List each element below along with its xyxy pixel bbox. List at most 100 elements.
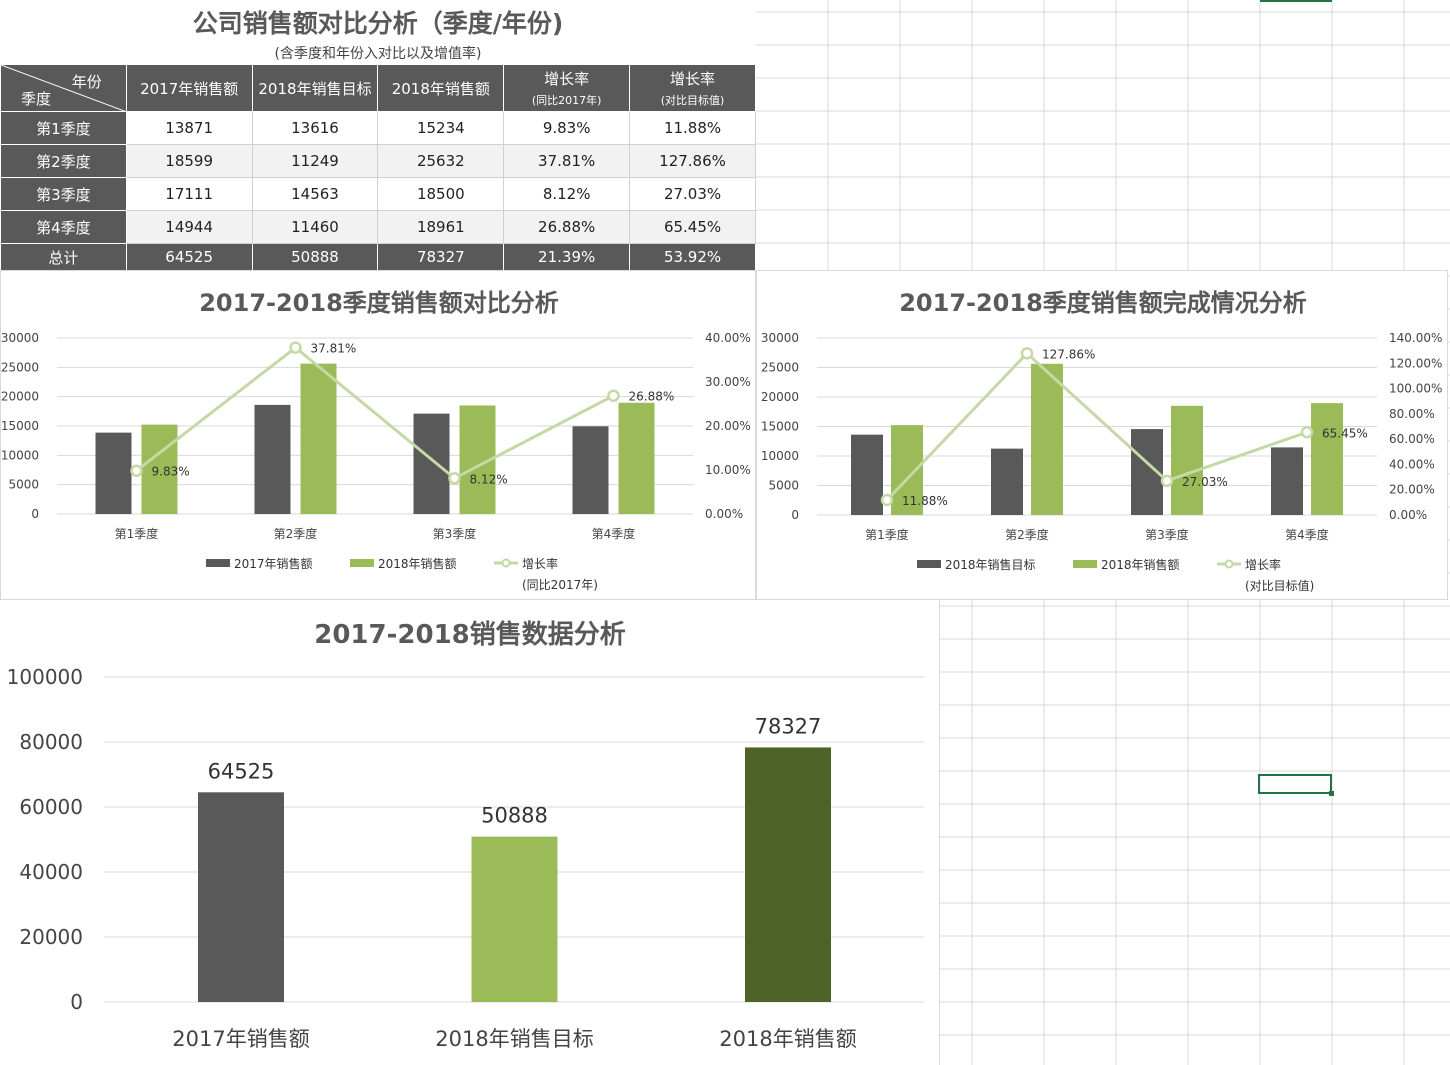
sales-summary-chart[interactable]: 2017-2018销售数据分析 100000 80000 60000 40000 2000…	[0, 600, 940, 1065]
header-cell[interactable]: 增长率 (同比2017年)	[503, 64, 631, 112]
table-cell[interactable]: 13871	[125, 111, 253, 145]
quarterly-comparison-chart[interactable]: 2017-2018季度销售额对比分析 30000 25000 20000 15000 10…	[0, 270, 756, 600]
table-cell[interactable]: 78327	[377, 243, 505, 271]
table-cell[interactable]: 127.86%	[629, 144, 756, 178]
bar	[95, 432, 132, 514]
legend-swatch	[917, 560, 941, 568]
y2-axis-tick-label: 60.00%	[1389, 432, 1435, 446]
fill-handle[interactable]	[1329, 791, 1334, 796]
chart-canvas: 2017-2018季度销售额对比分析 30000 25000 20000 15000 10…	[1, 289, 751, 592]
y-axis-tick-label: 0	[31, 507, 39, 521]
table-cell[interactable]: 15234	[377, 111, 505, 145]
legend-line-marker	[1224, 559, 1234, 569]
growth-rate-label: 11.88%	[902, 494, 948, 508]
header-cell[interactable]: 2017年销售额	[125, 64, 253, 112]
table-cell[interactable]: 26.88%	[503, 210, 631, 244]
growth-rate-label: 27.03%	[1182, 475, 1228, 489]
y-axis-tick-label: 100000	[7, 665, 83, 689]
header-label: 增长率	[670, 70, 716, 88]
row-label-cell[interactable]: 第2季度	[0, 144, 127, 178]
table-cell[interactable]: 25632	[377, 144, 505, 178]
corner-header-cell[interactable]: 年份 季度	[0, 64, 127, 112]
header-cell[interactable]: 增长率 (对比目标值)	[629, 64, 756, 112]
row-label-cell[interactable]: 第4季度	[0, 210, 127, 244]
header-cell[interactable]: 2018年销售目标	[251, 64, 379, 112]
x-axis-tick-label: 第2季度	[1005, 527, 1049, 542]
table-cell[interactable]: 8.12%	[503, 177, 631, 211]
growth-rate-label: 8.12%	[470, 472, 508, 486]
legend-label: 2018年销售额	[378, 556, 457, 571]
diagonal-divider	[1, 65, 127, 112]
table-cell[interactable]: 18599	[125, 144, 253, 178]
header-cell[interactable]: 2018年销售额	[377, 64, 505, 112]
chart-title: 2017-2018季度销售额完成情况分析	[899, 289, 1307, 317]
table-row: 第2季度 18599 11249 25632 37.81% 127.86%	[0, 144, 756, 178]
y-axis-tick-label: 20000	[1, 390, 39, 404]
legend-swatch	[350, 559, 374, 567]
quarterly-completion-chart[interactable]: 2017-2018季度销售额完成情况分析 30000 25000 20000 15000…	[756, 270, 1448, 600]
bar	[1271, 447, 1303, 515]
total-label-cell[interactable]: 总计	[0, 243, 127, 271]
data-label: 50888	[481, 804, 548, 828]
bar	[891, 425, 923, 515]
y-axis-tick-label: 5000	[8, 478, 39, 492]
legend-swatch	[206, 559, 230, 567]
y-axis-tick-label: 0	[791, 508, 799, 522]
table-cell[interactable]: 18500	[377, 177, 505, 211]
table-cell[interactable]: 50888	[251, 243, 379, 271]
x-axis-tick-label: 2017年销售额	[172, 1027, 309, 1051]
table-row: 第4季度 14944 11460 18961 26.88% 65.45%	[0, 210, 756, 244]
growth-rate-label: 9.83%	[152, 465, 190, 479]
bar	[300, 363, 337, 514]
bar	[618, 402, 655, 514]
table-cell[interactable]: 37.81%	[503, 144, 631, 178]
table-cell[interactable]: 14944	[125, 210, 253, 244]
table-cell[interactable]: 65.45%	[629, 210, 756, 244]
legend-label: 2018年销售目标	[945, 557, 1036, 572]
table-cell[interactable]: 9.83%	[503, 111, 631, 145]
growth-rate-point	[607, 389, 620, 402]
chart-canvas: 2017-2018销售数据分析 100000 80000 60000 40000 2000…	[7, 619, 924, 1051]
x-axis-tick-label: 第4季度	[1285, 527, 1329, 542]
legend-note: (对比目标值)	[1245, 578, 1314, 593]
bar	[1031, 363, 1063, 515]
y-axis-tick-label: 10000	[1, 448, 39, 462]
legend-label: 增长率	[522, 556, 558, 571]
table-cell[interactable]: 17111	[125, 177, 253, 211]
table-cell[interactable]: 13616	[251, 111, 379, 145]
table-cell[interactable]: 11249	[251, 144, 379, 178]
table-cell[interactable]: 18961	[377, 210, 505, 244]
active-column-indicator	[1260, 0, 1332, 2]
table-cell[interactable]: 11.88%	[629, 111, 756, 145]
table-cell[interactable]: 11460	[251, 210, 379, 244]
header-label: 2017年销售额	[140, 79, 239, 98]
report-title: 公司销售额对比分析（季度/年份)	[192, 9, 564, 38]
row-label-cell[interactable]: 第1季度	[0, 111, 127, 145]
table-cell[interactable]: 21.39%	[503, 243, 631, 271]
y2-axis-tick-label: 40.00%	[1389, 457, 1435, 471]
data-label: 64525	[208, 759, 275, 783]
growth-rate-label: 26.88%	[629, 390, 675, 404]
selected-cell[interactable]	[1258, 774, 1332, 794]
table-cell[interactable]: 27.03%	[629, 177, 756, 211]
y-axis-tick-label: 15000	[761, 420, 799, 434]
y-axis-tick-label: 10000	[761, 449, 799, 463]
y-axis-tick-label: 25000	[1, 360, 39, 374]
x-axis-tick-label: 2018年销售目标	[435, 1027, 593, 1051]
growth-rate-point	[289, 341, 302, 354]
growth-rate-point	[1020, 347, 1034, 360]
table-cell[interactable]: 64525	[125, 243, 253, 271]
bar	[572, 426, 609, 514]
bar	[471, 836, 558, 1002]
legend-label: 2017年销售额	[234, 556, 313, 571]
bar	[141, 424, 178, 514]
y2-axis-tick-label: 20.00%	[705, 419, 751, 433]
y-axis-tick-label: 5000	[768, 479, 799, 493]
table-cell[interactable]: 14563	[251, 177, 379, 211]
row-label-cell[interactable]: 第3季度	[0, 177, 127, 211]
legend-label: 增长率	[1245, 557, 1281, 572]
y2-axis-tick-label: 0.00%	[1389, 508, 1427, 522]
report-subtitle: (含季度和年份入对比以及增值率)	[274, 46, 482, 62]
table-cell[interactable]: 53.92%	[629, 243, 756, 271]
bar	[413, 413, 450, 514]
